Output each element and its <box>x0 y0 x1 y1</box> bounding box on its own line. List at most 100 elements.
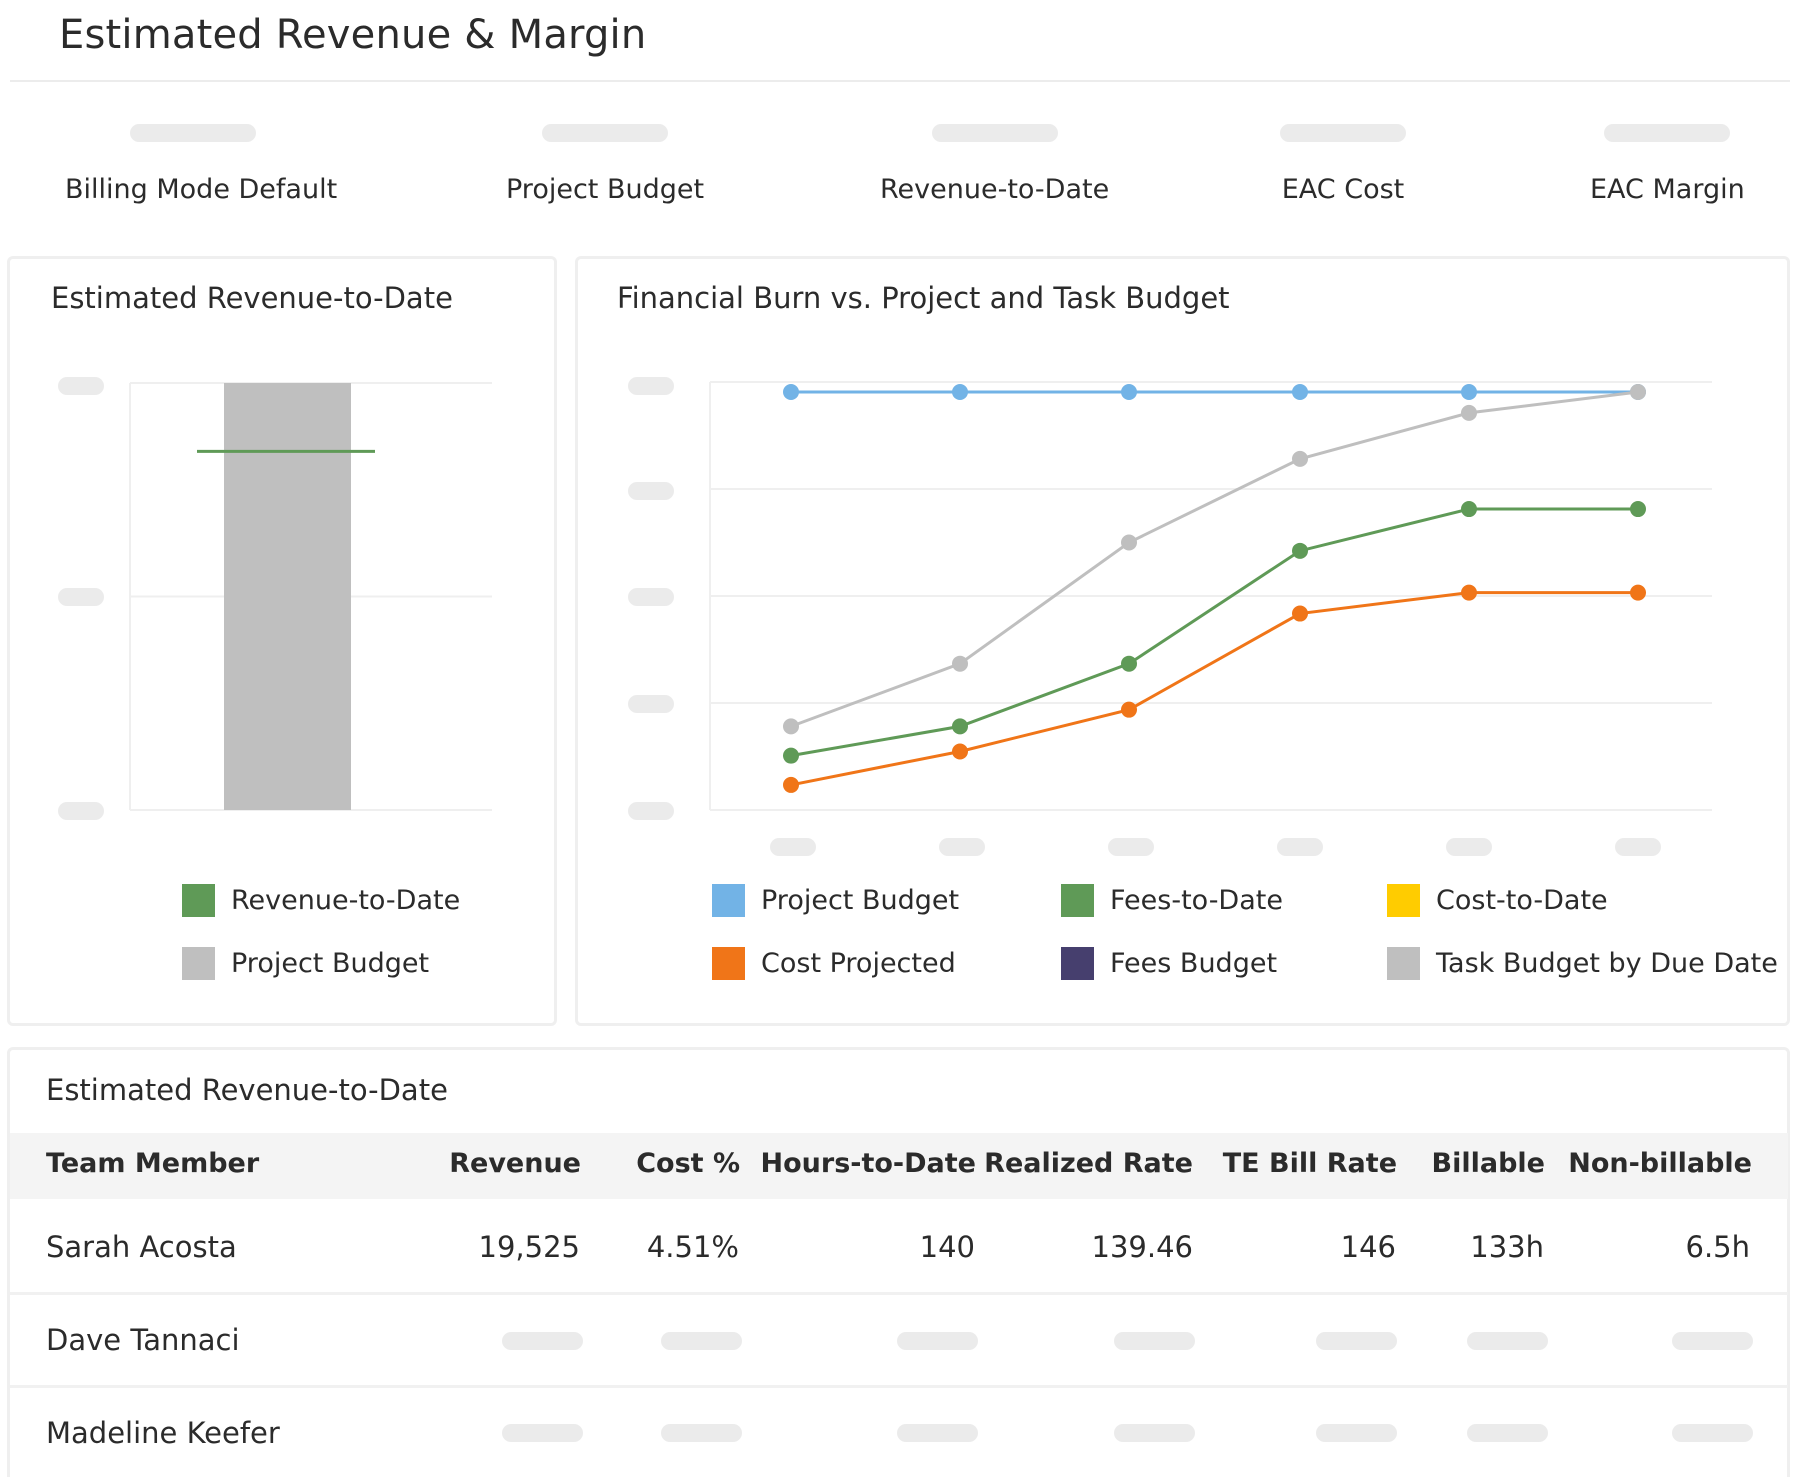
column-header-cost-pct[interactable]: Cost % <box>636 1148 740 1179</box>
cell-hours-placeholder <box>897 1424 978 1442</box>
column-header-non-billable[interactable]: Non-billable <box>1568 1148 1752 1179</box>
legend-swatch <box>1387 947 1420 980</box>
point-fees-to-date <box>783 747 799 764</box>
kpi-billing-mode: Billing Mode Default <box>65 124 337 205</box>
series-line-cost-projected <box>790 591 1638 787</box>
point-project-budget <box>1461 384 1477 400</box>
cell-revenue-placeholder <box>502 1424 583 1442</box>
point-fees-to-date <box>952 718 968 735</box>
series-line-fees-to-date <box>790 507 1638 758</box>
column-header-billable[interactable]: Billable <box>1431 1148 1545 1179</box>
y-tick-placeholder <box>628 588 674 606</box>
kpi-label: EAC Margin <box>1590 174 1745 205</box>
cell-cost-pct-placeholder <box>661 1424 742 1442</box>
y-tick-placeholder <box>628 482 674 500</box>
legend-swatch <box>182 884 215 917</box>
cell-hours-to-date: 140 <box>919 1230 975 1264</box>
page-title: Estimated Revenue & Margin <box>59 12 647 58</box>
legend-fees-to-date: Fees-to-Date <box>1061 884 1283 917</box>
legend-swatch <box>1387 884 1420 917</box>
kpi-project-budget: Project Budget <box>506 124 704 205</box>
point-task-budget-by-due-date <box>1630 384 1646 400</box>
legend-label: Fees-to-Date <box>1110 885 1283 916</box>
x-tick-placeholder <box>1277 838 1323 856</box>
cell-te-bill-rate-placeholder <box>1316 1424 1397 1442</box>
point-project-budget <box>952 384 968 400</box>
cell-team-member: Dave Tannaci <box>46 1323 240 1357</box>
point-task-budget-by-due-date <box>783 718 799 735</box>
cell-hours-placeholder <box>897 1332 978 1350</box>
kpi-value-placeholder <box>542 124 669 142</box>
column-header-hours-to-date[interactable]: Hours-to-Date <box>760 1148 976 1179</box>
legend-swatch <box>712 947 745 980</box>
cell-non-billable-placeholder <box>1672 1332 1753 1350</box>
cell-non-billable-placeholder <box>1672 1424 1753 1442</box>
title-divider <box>10 80 1790 82</box>
point-fees-to-date <box>1630 501 1646 518</box>
legend-revenue-to-date: Revenue-to-Date <box>182 884 460 917</box>
point-task-budget-by-due-date <box>1121 534 1137 551</box>
cell-billable-placeholder <box>1467 1424 1548 1442</box>
legend-task-budget-by-due-date: Task Budget by Due Date <box>1387 947 1778 980</box>
cell-te-bill-rate-placeholder <box>1316 1332 1397 1350</box>
kpi-label: Billing Mode Default <box>65 174 338 205</box>
legend-project-budget: Project Budget <box>182 947 429 980</box>
legend-fees-budget: Fees Budget <box>1061 947 1277 980</box>
kpi-value-placeholder <box>130 124 256 142</box>
legend-label: Cost-to-Date <box>1436 885 1608 916</box>
point-project-budget <box>1292 384 1308 400</box>
team-revenue-table-title: Estimated Revenue-to-Date <box>46 1073 448 1107</box>
column-header-team-member[interactable]: Team Member <box>46 1148 260 1179</box>
bar-project-budget <box>224 383 351 810</box>
table-header-row <box>10 1133 1788 1199</box>
cell-revenue-placeholder <box>502 1332 583 1350</box>
point-cost-projected <box>1461 584 1477 601</box>
column-header-revenue[interactable]: Revenue <box>449 1148 581 1179</box>
x-tick-placeholder <box>939 838 985 856</box>
point-fees-to-date <box>1292 542 1308 559</box>
legend-label: Project Budget <box>231 948 430 979</box>
point-project-budget <box>1121 384 1137 400</box>
x-tick-placeholder <box>1615 838 1661 856</box>
kpi-revenue-to-date: Revenue-to-Date <box>880 124 1109 205</box>
kpi-eac-margin: EAC Margin <box>1590 124 1745 205</box>
row-divider <box>10 1292 1788 1295</box>
point-cost-projected <box>1292 605 1308 622</box>
legend-cost-projected: Cost Projected <box>712 947 956 980</box>
y-tick-placeholder <box>58 802 104 820</box>
row-divider <box>10 1385 1788 1388</box>
cell-cost-pct: 4.51% <box>646 1230 739 1264</box>
cell-revenue: 19,525 <box>478 1230 580 1264</box>
cell-team-member: Sarah Acosta <box>46 1230 237 1264</box>
cell-cost-pct-placeholder <box>661 1332 742 1350</box>
cell-te-bill-rate: 146 <box>1340 1230 1396 1264</box>
y-tick-placeholder <box>628 377 674 395</box>
legend-swatch <box>712 884 745 917</box>
legend-swatch <box>1061 884 1094 917</box>
kpi-value-placeholder <box>931 124 1058 142</box>
column-header-realized-rate[interactable]: Realized Rate <box>984 1148 1193 1179</box>
cell-billable-placeholder <box>1467 1332 1548 1350</box>
team-revenue-table-card <box>7 1047 1790 1477</box>
point-project-budget <box>783 384 799 400</box>
point-cost-projected <box>783 776 799 793</box>
point-cost-projected <box>1630 584 1646 601</box>
point-task-budget-by-due-date <box>952 655 968 672</box>
kpi-label: Revenue-to-Date <box>880 174 1110 205</box>
legend-swatch <box>1061 947 1094 980</box>
kpi-label: EAC Cost <box>1281 174 1405 205</box>
point-task-budget-by-due-date <box>1292 450 1308 467</box>
kpi-label: Project Budget <box>506 174 705 205</box>
point-fees-to-date <box>1121 655 1137 672</box>
financial-burn-title: Financial Burn vs. Project and Task Budg… <box>617 281 1230 315</box>
y-tick-placeholder <box>58 377 104 395</box>
legend-label: Cost Projected <box>761 948 956 979</box>
y-tick-placeholder <box>58 588 104 606</box>
financial-burn-card <box>575 256 1790 1026</box>
legend-cost-to-date: Cost-to-Date <box>1387 884 1608 917</box>
column-header-te-bill-rate[interactable]: TE Bill Rate <box>1222 1148 1397 1179</box>
cell-realized-rate-placeholder <box>1114 1332 1195 1350</box>
financial-burn-line-chart <box>709 381 1712 811</box>
cell-non-billable: 6.5h <box>1685 1230 1751 1264</box>
